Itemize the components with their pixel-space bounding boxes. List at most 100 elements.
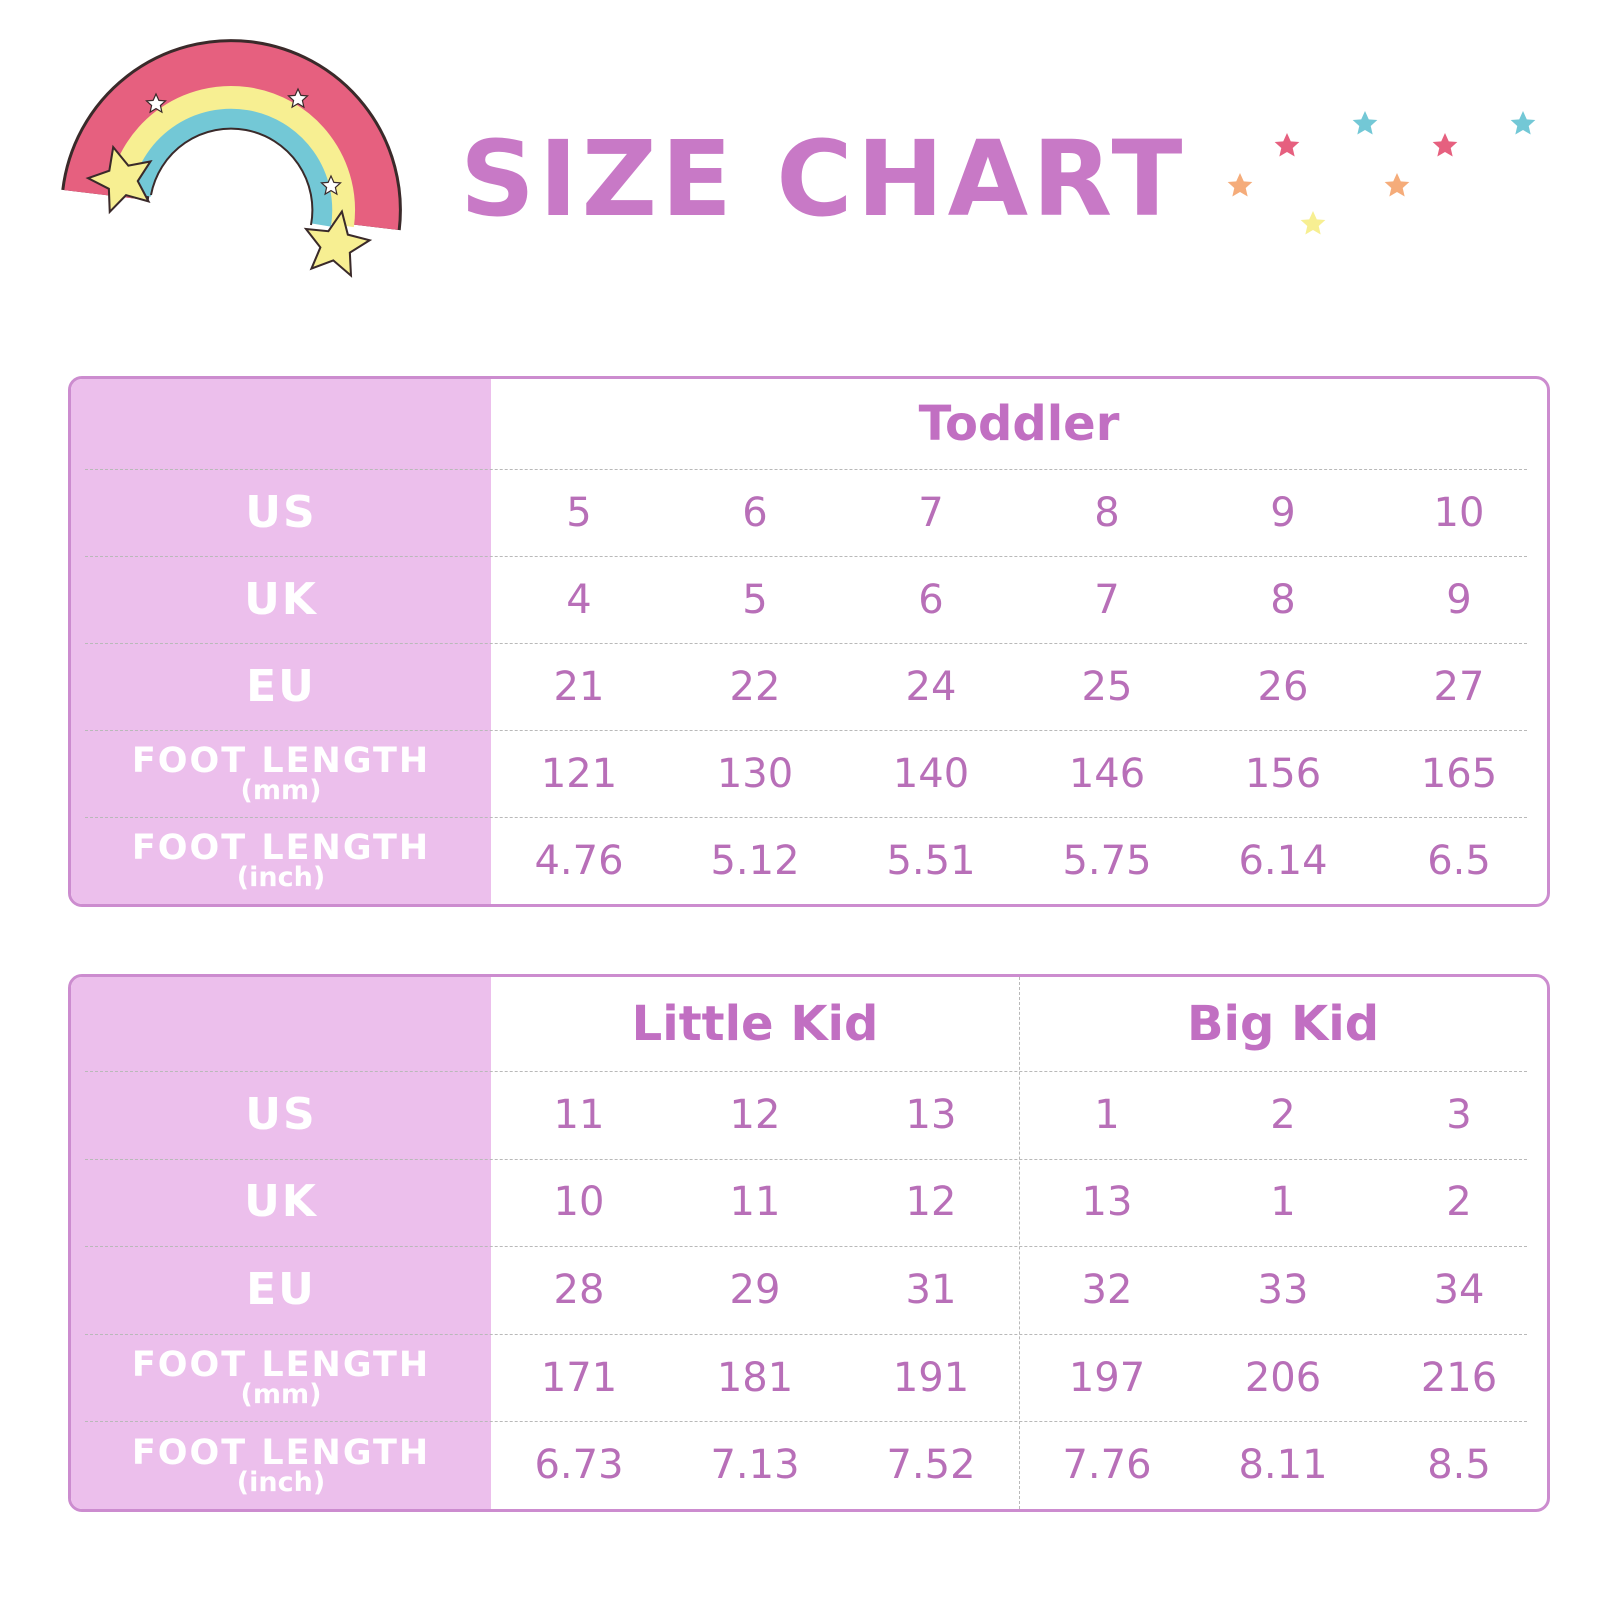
row-label: EU: [71, 1246, 491, 1334]
size-value: 13: [905, 1091, 957, 1138]
size-value: 7.52: [886, 1442, 976, 1489]
row-divider: [85, 730, 1527, 731]
group-header: Toddler: [918, 396, 1120, 452]
row-unit: (inch): [236, 1466, 326, 1498]
size-value: 1: [1094, 1091, 1120, 1138]
decoration: [61, 39, 1536, 280]
row-label-text: US: [245, 486, 317, 538]
size-value: 25: [1081, 663, 1133, 710]
row-label: FOOT LENGTH (inch): [71, 817, 491, 904]
size-value: 10: [1433, 489, 1485, 536]
size-value: 32: [1081, 1266, 1133, 1313]
row-label: US: [71, 469, 491, 556]
row-divider: [85, 1158, 1527, 1160]
size-value: 156: [1244, 750, 1322, 797]
size-value: 8: [1270, 576, 1296, 623]
group-divider: [1019, 977, 1020, 1509]
row-unit: (mm): [240, 774, 322, 806]
size-value: 140: [892, 750, 970, 797]
size-value: 121: [540, 750, 618, 797]
group-header: Big Kid: [1186, 996, 1380, 1052]
size-value: 6: [742, 489, 768, 536]
row-label: UK: [71, 556, 491, 643]
row-label-text: EU: [246, 1263, 316, 1315]
size-value: 21: [553, 663, 605, 710]
size-value: 6.73: [534, 1442, 624, 1489]
row-label-text: FOOT LENGTH: [131, 1344, 431, 1385]
row-label-text: FOOT LENGTH: [131, 740, 431, 781]
row-label-text: UK: [244, 1176, 318, 1228]
size-value: 5: [742, 576, 768, 623]
group-header: Little Kid: [631, 996, 879, 1052]
size-value: 13: [1081, 1179, 1133, 1226]
size-value: 6: [918, 576, 944, 623]
size-value: 12: [729, 1091, 781, 1138]
size-value: 12: [905, 1179, 957, 1226]
size-value: 31: [905, 1266, 957, 1313]
size-value: 216: [1420, 1354, 1498, 1401]
size-value: 1: [1270, 1179, 1296, 1226]
size-value: 11: [729, 1179, 781, 1226]
size-value: 26: [1257, 663, 1309, 710]
size-table: US UK EU FOOT LENGTH (mm) FOOT LENGTH (inch) Li…: [68, 974, 1550, 1512]
size-value: 11: [553, 1091, 605, 1138]
row-label: FOOT LENGTH (mm): [71, 730, 491, 817]
row-divider: [85, 556, 1527, 557]
row-divider: [85, 643, 1527, 644]
size-value: 33: [1257, 1266, 1309, 1313]
size-value: 146: [1068, 750, 1146, 797]
row-label: FOOT LENGTH (inch): [71, 1421, 491, 1509]
row-label-text: FOOT LENGTH: [131, 827, 431, 868]
size-value: 10: [553, 1179, 605, 1226]
size-value: 4: [566, 576, 592, 623]
size-value: 2: [1270, 1091, 1296, 1138]
size-value: 165: [1420, 750, 1498, 797]
row-label-text: UK: [244, 573, 318, 625]
row-divider: [85, 1333, 1527, 1335]
size-value: 7: [1094, 576, 1120, 623]
size-value: 8.5: [1427, 1442, 1491, 1489]
row-divider: [85, 1421, 1527, 1423]
title: SIZE CHART: [460, 118, 1187, 240]
size-value: 2: [1446, 1179, 1472, 1226]
size-value: 5.51: [886, 837, 976, 884]
size-value: 5.75: [1062, 837, 1152, 884]
row-label-text: EU: [246, 660, 316, 712]
size-value: 7: [918, 489, 944, 536]
row-divider: [85, 1246, 1527, 1248]
size-value: 206: [1244, 1354, 1322, 1401]
size-value: 9: [1270, 489, 1296, 536]
size-value: 7.76: [1062, 1442, 1152, 1489]
size-value: 9: [1446, 576, 1472, 623]
row-unit: (inch): [236, 861, 326, 893]
size-value: 197: [1068, 1354, 1146, 1401]
size-table: US UK EU FOOT LENGTH (mm) FOOT LENGTH (inch) To…: [68, 376, 1550, 907]
row-unit: (mm): [240, 1378, 322, 1410]
size-value: 3: [1446, 1091, 1472, 1138]
size-value: 8.11: [1238, 1442, 1328, 1489]
size-value: 4.76: [534, 837, 624, 884]
size-value: 27: [1433, 663, 1485, 710]
size-value: 6.5: [1427, 837, 1491, 884]
size-value: 5: [566, 489, 592, 536]
row-label-text: US: [245, 1088, 317, 1140]
size-value: 34: [1433, 1266, 1485, 1313]
size-value: 6.14: [1238, 837, 1328, 884]
size-value: 191: [892, 1354, 970, 1401]
size-value: 22: [729, 663, 781, 710]
size-value: 8: [1094, 489, 1120, 536]
size-value: 130: [716, 750, 794, 797]
row-divider: [85, 817, 1527, 818]
size-value: 181: [716, 1354, 794, 1401]
row-divider: [85, 469, 1527, 470]
label-panel: [71, 379, 491, 904]
row-label: US: [71, 1071, 491, 1159]
row-label: UK: [71, 1159, 491, 1247]
size-value: 7.13: [710, 1442, 800, 1489]
size-value: 24: [905, 663, 957, 710]
row-label: EU: [71, 643, 491, 730]
row-label: FOOT LENGTH (mm): [71, 1334, 491, 1422]
size-value: 28: [553, 1266, 605, 1313]
row-divider: [85, 1071, 1527, 1072]
